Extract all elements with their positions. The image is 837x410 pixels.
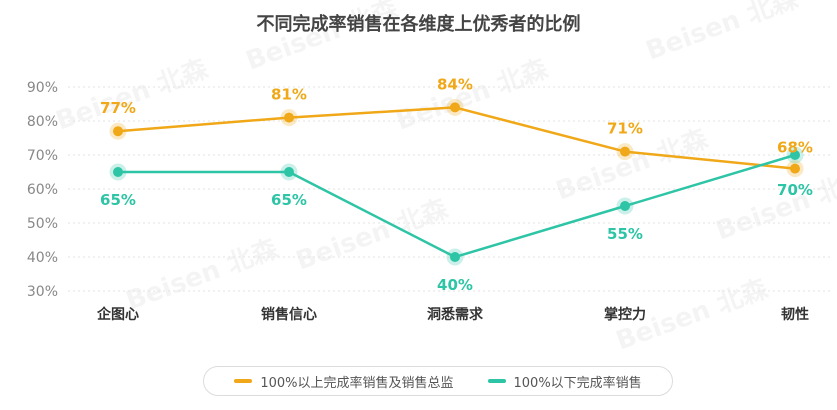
watermark-0: Beisen 北森 xyxy=(52,54,213,137)
legend-item-series-1[interactable]: 100%以上完成率销售及销售总监 xyxy=(234,372,454,391)
x-tick-label: 洞悉需求 xyxy=(427,306,484,323)
legend-item-series-2[interactable]: 100%以下完成率销售 xyxy=(487,372,642,391)
y-tick-label: 30% xyxy=(27,284,58,300)
y-tick-label: 40% xyxy=(27,250,58,266)
legend: 100%以上完成率销售及销售总监 100%以下完成率销售 xyxy=(203,366,673,396)
y-tick-label: 50% xyxy=(27,216,58,232)
data-point xyxy=(790,150,800,160)
data-label: 77% xyxy=(100,99,136,117)
data-point xyxy=(113,167,123,177)
watermark-4: Beisen 北森 xyxy=(292,194,453,277)
data-label: 71% xyxy=(607,120,643,138)
data-label: 40% xyxy=(437,276,473,294)
y-tick-label: 90% xyxy=(27,80,58,96)
legend-label-series-1: 100%以上完成率销售及销售总监 xyxy=(260,375,454,391)
watermark-7: Beisen 北森 xyxy=(712,164,837,247)
data-label: 65% xyxy=(271,191,307,209)
data-point xyxy=(284,167,294,177)
data-label: 84% xyxy=(437,75,473,93)
data-label: 70% xyxy=(777,181,813,199)
y-tick-label: 80% xyxy=(27,114,58,130)
legend-swatch-series-1 xyxy=(234,379,253,383)
data-label: 65% xyxy=(100,191,136,209)
data-point xyxy=(450,102,460,113)
watermark-1: Beisen 北森 xyxy=(242,0,403,77)
data-point xyxy=(620,201,630,211)
x-tick-label: 销售信心 xyxy=(261,306,317,323)
data-point xyxy=(450,252,460,262)
y-tick-label: 70% xyxy=(27,148,58,164)
x-tick-label: 掌控力 xyxy=(604,306,646,323)
data-point xyxy=(284,112,294,123)
chart-title: 不同完成率销售在各维度上优秀者的比例 xyxy=(256,14,581,35)
legend-swatch-series-2 xyxy=(487,379,506,383)
y-tick-label: 60% xyxy=(27,182,58,198)
data-label: 81% xyxy=(271,86,307,104)
x-tick-label: 韧性 xyxy=(781,306,809,323)
data-point xyxy=(113,126,123,137)
watermark-6: Beisen 北森 xyxy=(122,234,283,317)
legend-label-series-2: 100%以下完成率销售 xyxy=(513,375,642,391)
line-chart: Beisen 北森Beisen 北森Beisen 北森Beisen 北森Beis… xyxy=(27,0,837,357)
data-label: 55% xyxy=(607,225,643,243)
x-tick-label: 企图心 xyxy=(96,306,139,323)
data-label: 68% xyxy=(777,139,813,157)
data-point xyxy=(620,146,630,157)
watermark-2: Beisen 北森 xyxy=(392,54,553,137)
data-point xyxy=(790,163,800,174)
watermark-3: Beisen 北森 xyxy=(642,0,803,67)
series-line-2 xyxy=(118,153,796,259)
